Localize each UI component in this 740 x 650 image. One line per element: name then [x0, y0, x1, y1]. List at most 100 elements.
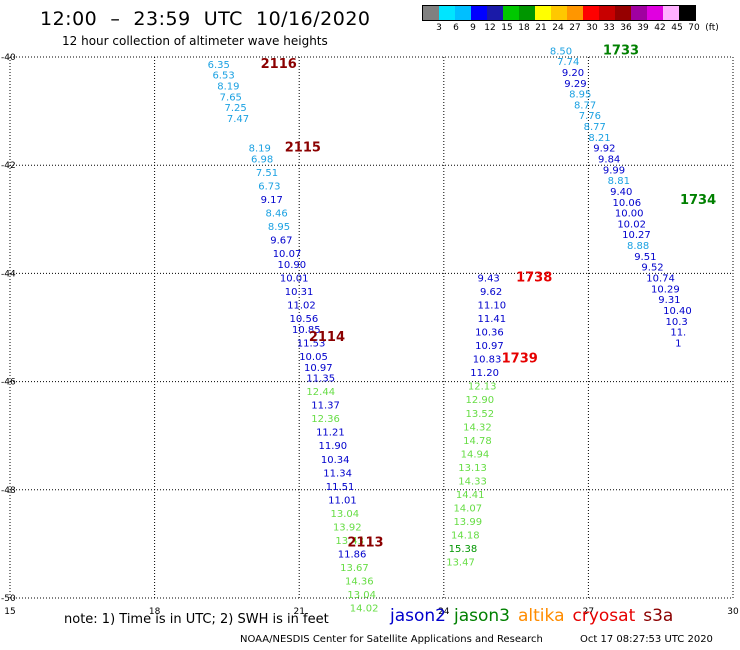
legend-item-jason3: jason3	[454, 606, 510, 626]
wave-height-point: 13.13	[458, 463, 487, 474]
wave-height-point: 10.40	[663, 306, 692, 317]
track-id-label: 2115	[285, 141, 321, 156]
wave-height-point: 11.20	[470, 368, 499, 379]
wave-height-point: 13.47	[446, 558, 475, 569]
wave-height-point: 10.00	[615, 209, 644, 220]
wave-height-point: 1	[675, 338, 681, 349]
footnote: note: 1) Time is in UTC; 2) SWH is in fe…	[64, 612, 329, 627]
color-scale-label: 21	[535, 23, 547, 33]
x-tick-label: 18	[149, 607, 161, 617]
color-scale-cell	[535, 6, 551, 20]
x-tick-label: 21	[293, 607, 304, 617]
y-tick-label: -50	[1, 594, 16, 604]
satellite-legend: jason2 jason3 altika cryosat s3a	[390, 606, 681, 626]
x-tick-label: 24	[438, 607, 450, 617]
color-scale-cell	[599, 6, 615, 20]
track-id-label: 2114	[309, 330, 345, 345]
wave-height-point: 10.97	[475, 341, 504, 352]
color-scale-cells	[422, 5, 696, 21]
wave-height-point: 11.10	[478, 301, 507, 312]
track-id-label: 2113	[347, 536, 383, 551]
x-tick-label: 30	[727, 607, 739, 617]
wave-height-point: 12.36	[311, 414, 340, 425]
color-scale-label: 39	[637, 23, 649, 33]
wave-height-point: 14.18	[451, 530, 480, 541]
y-tick-label: -44	[1, 269, 16, 279]
wave-height-point: 9.17	[261, 195, 283, 206]
color-scale-cell	[583, 6, 599, 20]
wave-height-point: 14.94	[461, 449, 490, 460]
track-id-label: 1739	[502, 352, 538, 367]
y-tick-label: -40	[1, 53, 16, 63]
wave-height-point: 13.43	[335, 536, 364, 547]
wave-height-point: 8.95	[268, 222, 290, 233]
track-id-label: 1734	[680, 193, 716, 208]
wave-height-point: 14.33	[458, 476, 487, 487]
color-scale-cell	[567, 6, 583, 20]
color-scale-cell	[471, 6, 487, 20]
track-id-label: 1733	[603, 43, 639, 58]
wave-height-point: 8.50	[550, 46, 572, 57]
color-scale-cell	[455, 6, 471, 20]
wave-height-point: 11.34	[323, 468, 352, 479]
wave-height-point: 12.90	[465, 395, 494, 406]
wave-height-point: 14.78	[463, 436, 492, 447]
color-scale-cell	[439, 6, 455, 20]
color-scale-label: 70	[688, 23, 700, 33]
wave-height-point: 9.40	[610, 187, 632, 198]
wave-height-point: 8.19	[217, 81, 239, 92]
wave-height-point: 11.86	[338, 549, 367, 560]
color-scale-label: 45	[671, 23, 683, 33]
wave-height-point: 10.83	[473, 355, 502, 366]
color-scale-label: 6	[453, 23, 459, 33]
wave-height-point: 10.3	[666, 317, 688, 328]
wave-height-point: 15.38	[449, 544, 478, 555]
color-scale-label: 18	[518, 23, 530, 33]
wave-height-point: 6.35	[208, 60, 230, 71]
wave-height-point: 9.52	[641, 263, 663, 274]
color-scale-label: 9	[470, 23, 476, 33]
wave-height-point: 9.92	[593, 144, 615, 155]
wave-height-point: 9.43	[478, 274, 500, 285]
wave-height-point: 9.62	[480, 287, 502, 298]
wave-height-point: 10.29	[651, 284, 680, 295]
color-scale-label: 30	[586, 23, 598, 33]
wave-height-point: 7.76	[579, 111, 601, 122]
wave-height-point: 7.25	[224, 103, 246, 114]
wave-height-point: 10.90	[278, 260, 307, 271]
color-scale-cell	[503, 6, 519, 20]
wave-height-chart: 15 18 21 24 27 30-40-42-44-46-48-506.356.538.…	[1, 43, 739, 617]
color-scale-cell	[631, 6, 647, 20]
wave-height-point: 10.01	[280, 274, 309, 285]
wave-height-point: 10.74	[646, 274, 675, 285]
wave-height-point: 13.04	[331, 509, 360, 520]
wave-height-point: 11.53	[297, 338, 326, 349]
y-tick-label: -48	[1, 486, 16, 496]
chart-title: 12:00 – 23:59 UTC 10/16/2020	[40, 8, 371, 30]
wave-height-point: 10.07	[273, 249, 302, 260]
wave-height-point: 12.44	[306, 387, 335, 398]
chart-subtitle: 12 hour collection of altimeter wave hei…	[62, 34, 328, 48]
wave-height-point: 10.06	[613, 198, 642, 209]
wave-height-point: 11.51	[326, 482, 355, 493]
color-scale-cell	[679, 6, 695, 20]
x-tick-label: 27	[583, 607, 594, 617]
wave-height-point: 7.65	[220, 92, 242, 103]
color-scale-label: 36	[620, 23, 632, 33]
wave-height-point: 11.37	[311, 401, 340, 412]
wave-height-point: 14.36	[345, 576, 374, 587]
color-scale-label: 12	[484, 23, 496, 33]
wave-height-point: 10.31	[285, 287, 314, 298]
wave-height-point: 8.95	[569, 90, 591, 101]
track-id-label: 1738	[516, 271, 552, 286]
wave-height-point: 8.88	[627, 241, 649, 252]
wave-height-point: 14.02	[350, 604, 379, 615]
wave-height-point: 9.51	[634, 252, 656, 263]
color-scale-unit: (ft)	[705, 23, 719, 33]
wave-height-point: 9.29	[564, 79, 586, 90]
wave-height-point: 10.27	[622, 230, 651, 241]
wave-height-point: 8.46	[265, 209, 287, 220]
wave-height-point: 6.98	[251, 154, 273, 165]
color-scale-cell	[647, 6, 663, 20]
wave-height-point: 11.90	[318, 441, 347, 452]
